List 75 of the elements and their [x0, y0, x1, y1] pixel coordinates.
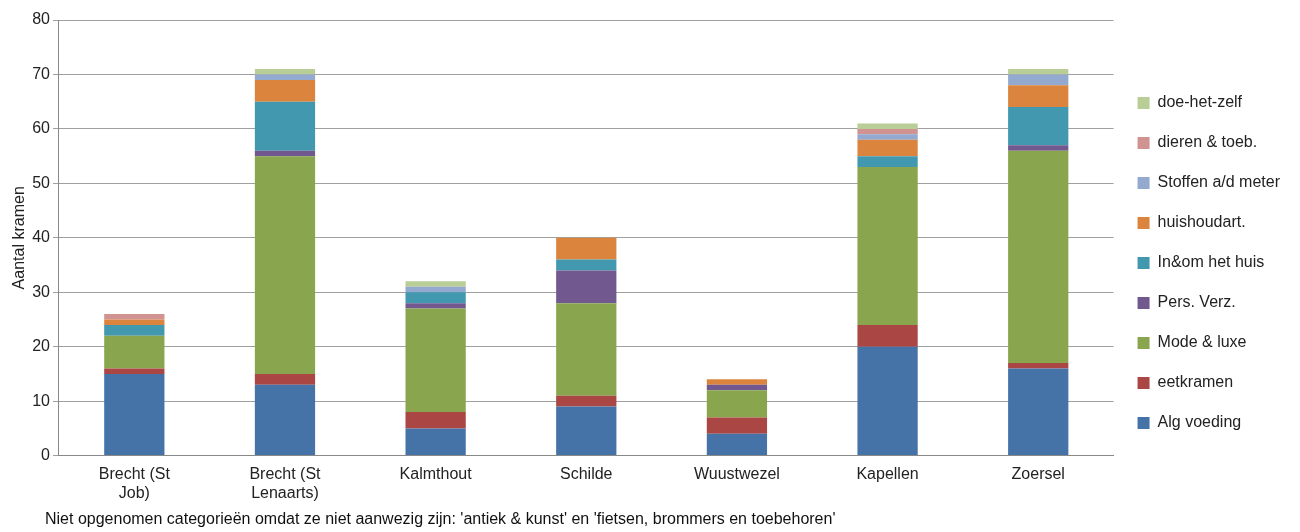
bar	[556, 270, 617, 304]
bar	[857, 139, 918, 157]
bar	[254, 74, 316, 80]
bar	[104, 324, 165, 336]
bar	[556, 237, 617, 260]
bar	[1008, 69, 1069, 75]
bar	[405, 303, 466, 309]
bar	[104, 373, 165, 456]
text: Niet opgenomen categorieën omdat ze niet aanwezig zijn: 'antiek & kunst' en 'fietsen, brommers en toebehoren'	[45, 510, 836, 528]
legend-label: dieren & toeb.	[1157, 133, 1258, 151]
bar	[556, 395, 617, 407]
bar	[857, 346, 918, 456]
bar	[104, 319, 165, 325]
x-tick-label: Zoersel	[1011, 464, 1065, 482]
x-tick-label: Brecht (St Job)	[98, 464, 171, 501]
bar	[706, 379, 768, 385]
bar	[254, 156, 316, 374]
bar	[1008, 363, 1069, 369]
x-tick-label: Schilde	[560, 464, 613, 482]
bar	[857, 167, 918, 325]
bar	[405, 428, 466, 456]
legend-label: eetkramen	[1157, 373, 1234, 391]
bar	[1008, 150, 1069, 364]
legend-label: Pers. Verz.	[1157, 293, 1236, 311]
bar	[254, 150, 316, 157]
y-tick-label: 20	[32, 337, 51, 355]
bar	[706, 417, 768, 434]
legend-label: Mode & luxe	[1157, 333, 1247, 351]
y-tick-label: 30	[32, 282, 51, 300]
bar	[857, 134, 918, 140]
bar	[857, 324, 918, 347]
legend-label: In&om het huis	[1157, 253, 1265, 271]
bar	[1008, 85, 1069, 108]
legend-label: doe-het-zelf	[1157, 93, 1243, 111]
bar	[405, 292, 466, 304]
x-tick-label: Brecht (St Lenaarts)	[249, 464, 322, 501]
bar	[405, 281, 466, 287]
bar	[254, 79, 316, 102]
bar	[857, 156, 918, 168]
bar	[556, 259, 617, 271]
bar	[857, 128, 918, 135]
y-tick-label: 60	[32, 119, 51, 137]
bar	[1008, 74, 1069, 86]
bar	[706, 390, 768, 418]
y-tick-label: 80	[32, 10, 51, 28]
bar	[405, 286, 466, 293]
y-axis-title: Aantal kramen	[10, 186, 28, 290]
bar	[405, 308, 466, 413]
legend-label: huishoudart.	[1157, 213, 1246, 231]
bar	[556, 303, 617, 396]
bar	[104, 368, 165, 374]
bar	[857, 123, 918, 129]
bar	[104, 335, 165, 369]
bar	[254, 373, 316, 385]
bar	[1008, 368, 1069, 456]
legend-label: Alg voeding	[1157, 413, 1242, 431]
legend-label: Stoffen a/d meter	[1157, 173, 1281, 191]
bar	[706, 433, 768, 456]
y-tick-label: 0	[41, 446, 51, 464]
bar	[556, 406, 617, 456]
y-tick-label: 40	[32, 228, 51, 246]
bar	[254, 69, 316, 75]
x-tick-label: Kapellen	[856, 464, 919, 482]
bar	[254, 101, 316, 151]
y-tick-label: 10	[32, 391, 51, 409]
x-tick-label: Wuustwezel	[693, 464, 780, 482]
bar	[1008, 107, 1069, 146]
bar	[405, 412, 466, 429]
bar	[1008, 145, 1069, 151]
bar	[254, 384, 316, 456]
bar	[706, 384, 768, 391]
bar	[104, 314, 165, 320]
y-tick-label: 70	[32, 64, 51, 82]
x-tick-label: Kalmthout	[399, 464, 473, 482]
y-tick-label: 50	[32, 173, 51, 191]
